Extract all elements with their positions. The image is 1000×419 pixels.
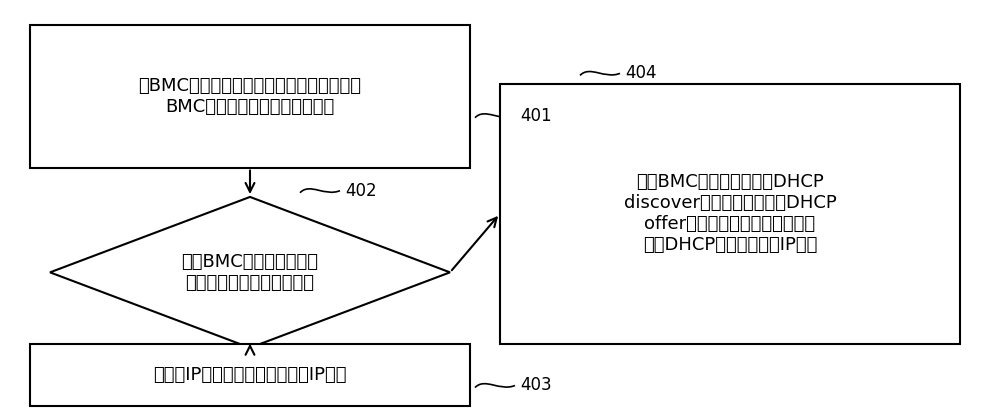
Bar	[30, 344, 470, 406]
Text: 404: 404	[625, 65, 656, 82]
Text: 在BMC与网络处于断开状态的情况下，获取
BMC的管理网口的物理连接状态: 在BMC与网络处于断开状态的情况下，获取 BMC的管理网口的物理连接状态	[138, 77, 362, 116]
Bar	[500, 84, 960, 344]
Text: 确定BMC的管理网口的物
理连接状态是否为第一状态: 确定BMC的管理网口的物 理连接状态是否为第一状态	[182, 253, 318, 292]
Text: 通过BMC的管理网口发送DHCP
discover报文，若接收到的DHCP
offer报文数量大于第一预设值，
基于DHCP流程获取动态IP地址: 通过BMC的管理网口发送DHCP discover报文，若接收到的DHCP of…	[624, 173, 836, 254]
Text: 401: 401	[520, 107, 552, 124]
Text: 402: 402	[345, 182, 377, 199]
Bar	[30, 25, 470, 168]
Polygon shape	[50, 197, 450, 348]
Text: 将第一IP地址配置为管理网口的IP地址: 将第一IP地址配置为管理网口的IP地址	[153, 366, 347, 384]
Text: 403: 403	[520, 377, 552, 394]
